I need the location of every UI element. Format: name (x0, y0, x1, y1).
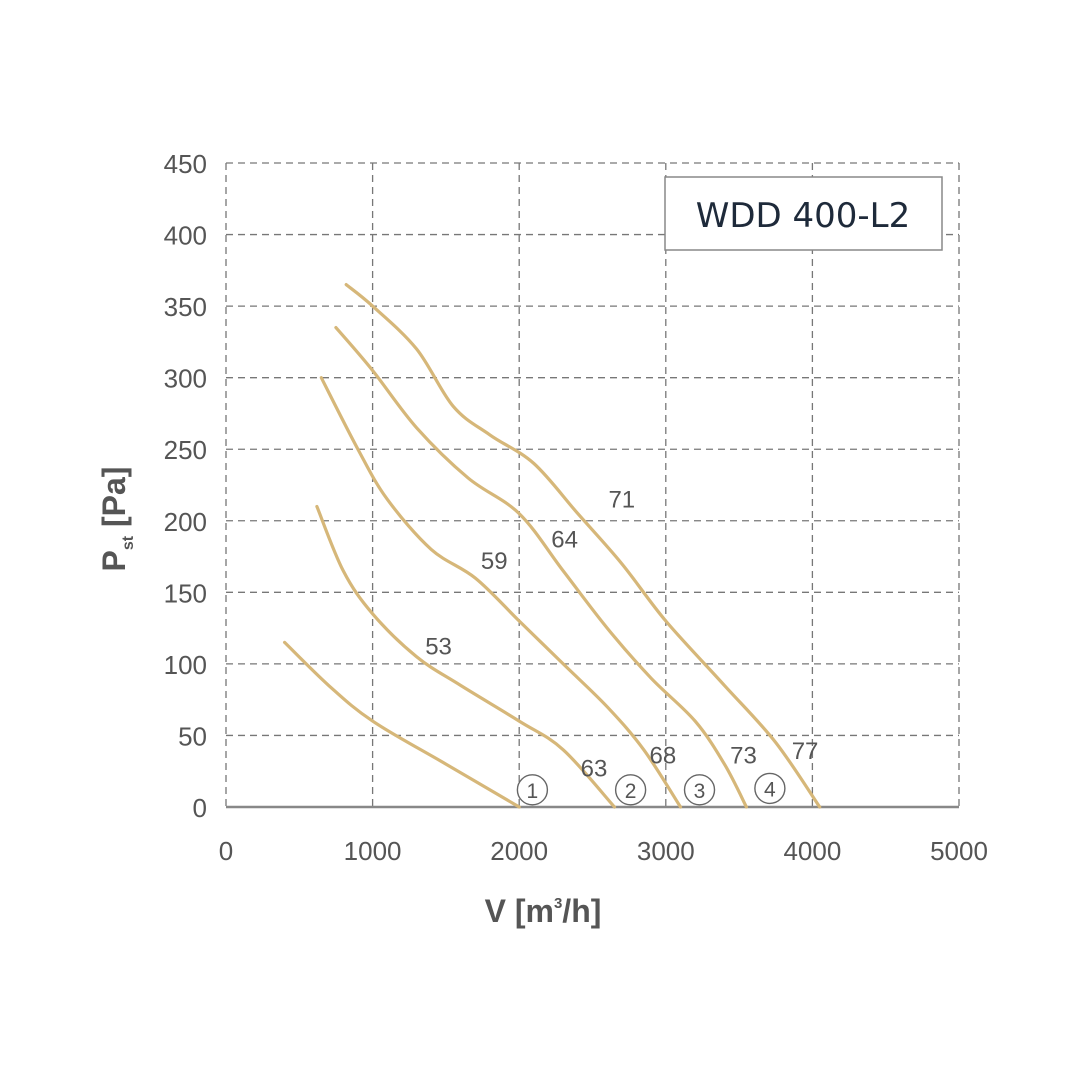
curve-annotations: 53 59 64 71 63 68 73 77 (425, 486, 818, 782)
title-frame (664, 176, 943, 251)
x-tick-5000: 5000 (930, 836, 988, 866)
marker-circle-3 (683, 774, 716, 806)
curve-5 (344, 283, 822, 809)
curve-1 (283, 640, 521, 809)
y-axis-label-sub: st (120, 535, 137, 550)
x-tick-4000: 4000 (783, 836, 841, 866)
y-tick-150: 150 (164, 578, 207, 608)
x-axis-label-main: V [m (485, 893, 554, 929)
curve-label-59: 59 (481, 548, 508, 575)
curve-label-77: 77 (792, 738, 819, 765)
y-tick-0: 0 (193, 793, 207, 823)
y-tick-100: 100 (164, 650, 207, 680)
x-tick-2000: 2000 (490, 836, 548, 866)
curve-label-53: 53 (425, 634, 452, 661)
y-tick-350: 350 (164, 292, 207, 322)
tick-labels: 0 1000 2000 3000 4000 5000 0 50 100 150 200 250 300 3… (164, 149, 988, 866)
curve-label-73: 73 (730, 742, 757, 769)
curve-label-64: 64 (551, 526, 578, 553)
y-tick-300: 300 (164, 364, 207, 394)
curve-4 (334, 326, 748, 809)
curve-markers: 1 2 3 4 (516, 772, 786, 806)
marker-3: 3 (683, 774, 716, 806)
x-tick-1000: 1000 (344, 836, 402, 866)
x-axis-label-tail: /h] (562, 893, 601, 929)
y-tick-450: 450 (164, 149, 207, 179)
grid (225, 162, 960, 809)
x-axis-label-sup: 3 (554, 895, 562, 912)
y-tick-400: 400 (164, 221, 207, 251)
title-box: WDD 400-L2 (664, 176, 943, 251)
curve-3 (319, 376, 683, 809)
chart-title: WDD 400-L2 (696, 196, 911, 236)
curve-label-63: 63 (581, 755, 608, 782)
y-tick-250: 250 (164, 435, 207, 465)
marker-number-4: 4 (764, 778, 776, 801)
marker-circle-1 (516, 774, 549, 806)
y-tick-200: 200 (164, 507, 207, 537)
marker-circle-2 (614, 774, 647, 806)
x-tick-0: 0 (219, 836, 233, 866)
y-axis-label: Pst [Pa] (96, 467, 137, 572)
y-axis-label-tail: [Pa] (96, 467, 132, 536)
marker-4: 4 (754, 772, 786, 805)
marker-number-2: 2 (625, 780, 637, 803)
marker-1: 1 (516, 774, 549, 806)
curves (283, 283, 822, 809)
marker-circle-4 (754, 772, 786, 805)
curve-label-68: 68 (650, 742, 677, 769)
marker-number-1: 1 (527, 780, 539, 803)
curve-label-71: 71 (608, 486, 635, 513)
marker-number-3: 3 (694, 780, 706, 803)
curve-2 (315, 504, 617, 809)
x-axis-label: V [m3/h] (485, 893, 602, 929)
x-tick-3000: 3000 (637, 836, 695, 866)
y-axis-label-main: P (96, 550, 132, 571)
marker-2: 2 (614, 774, 647, 806)
y-tick-50: 50 (178, 721, 207, 751)
